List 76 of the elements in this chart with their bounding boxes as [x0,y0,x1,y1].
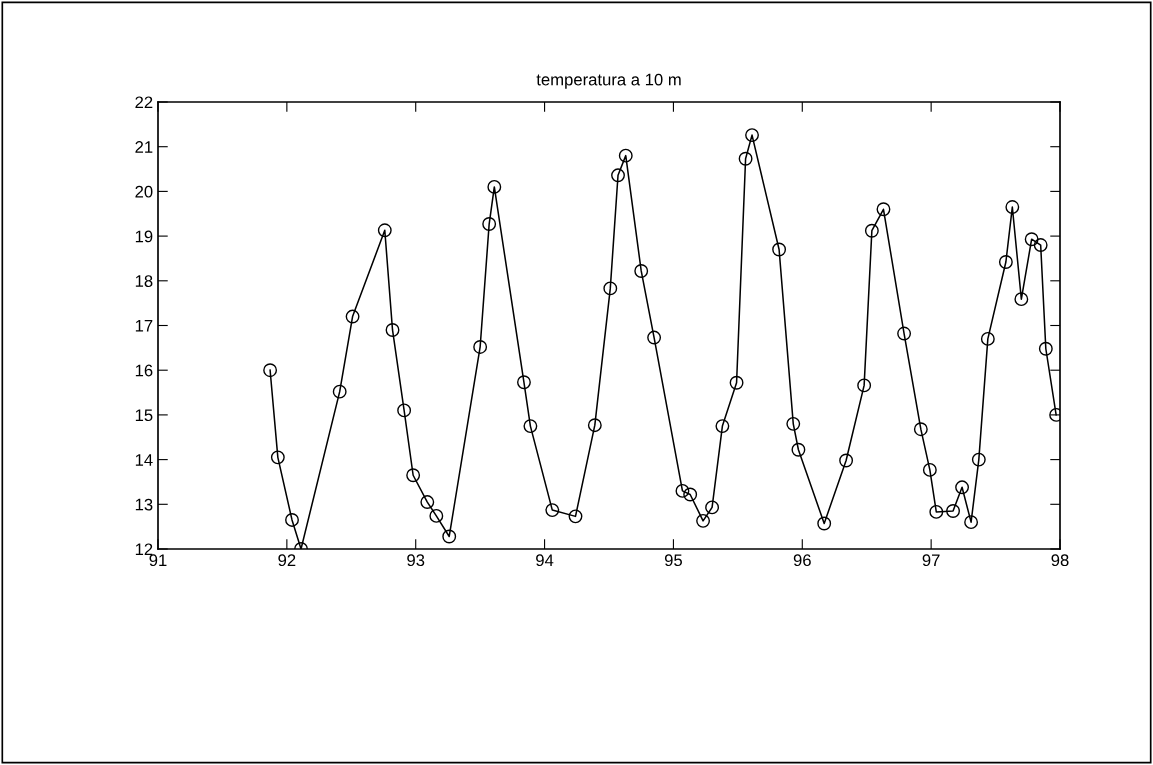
y-tick-label: 15 [135,409,153,422]
point [482,217,497,231]
point [913,422,928,437]
point [696,513,711,528]
point [772,242,787,257]
point [377,223,392,238]
y-tick-label: 22 [135,96,153,109]
x-tick-label: 97 [922,554,940,567]
point [729,375,744,390]
point [647,330,662,345]
point [270,450,285,465]
point [406,468,421,483]
point [955,480,970,495]
chart-title: temperatura a 10 m [536,73,681,89]
point [857,378,872,393]
point [332,384,347,399]
x-tick-label: 91 [149,554,167,567]
point [705,500,720,515]
x-tick-label: 98 [1051,554,1069,567]
point [839,453,854,468]
point [791,442,806,457]
point [1024,232,1039,247]
y-tick-label: 21 [135,141,153,153]
point [786,416,801,431]
point [487,179,502,194]
point [385,323,400,337]
point [738,151,753,166]
point [980,331,995,346]
point [864,223,879,238]
point [998,255,1013,269]
y-tick-label: 20 [135,185,153,198]
point [603,281,618,296]
point [964,515,979,530]
point [1014,292,1029,307]
x-tick-label: 94 [536,554,554,567]
point [545,503,560,518]
x-tick-label: 92 [278,554,296,567]
point [611,168,625,183]
point [523,419,538,434]
point [517,375,531,390]
y-tick-label: 12 [135,543,153,556]
point [397,403,412,418]
point [429,508,444,523]
x-tick-label: 96 [793,554,811,567]
point [587,418,602,433]
point [715,419,730,434]
point [876,202,891,217]
x-tick-label: 93 [407,554,425,567]
point [922,462,937,477]
point [263,363,278,378]
point [675,483,690,498]
point [618,148,633,163]
point [971,452,986,467]
point [420,495,435,510]
point [1005,200,1020,214]
point [634,264,649,278]
point [345,309,360,324]
y-tick-label: 13 [135,498,153,511]
point [285,512,299,527]
point [817,516,832,531]
y-tick-label: 18 [135,275,153,287]
point [683,487,698,502]
point [1038,341,1053,356]
y-tick-label: 14 [135,454,153,466]
point [568,509,583,524]
y-tick-label: 17 [135,320,153,332]
point [473,340,488,354]
point [946,504,960,518]
point [1033,238,1048,252]
x-tick-label: 95 [664,554,682,567]
point [442,529,457,544]
point [745,128,759,143]
y-tick-label: 19 [135,230,153,243]
point [929,504,944,519]
y-tick-label: 16 [135,364,153,377]
point [897,326,912,341]
